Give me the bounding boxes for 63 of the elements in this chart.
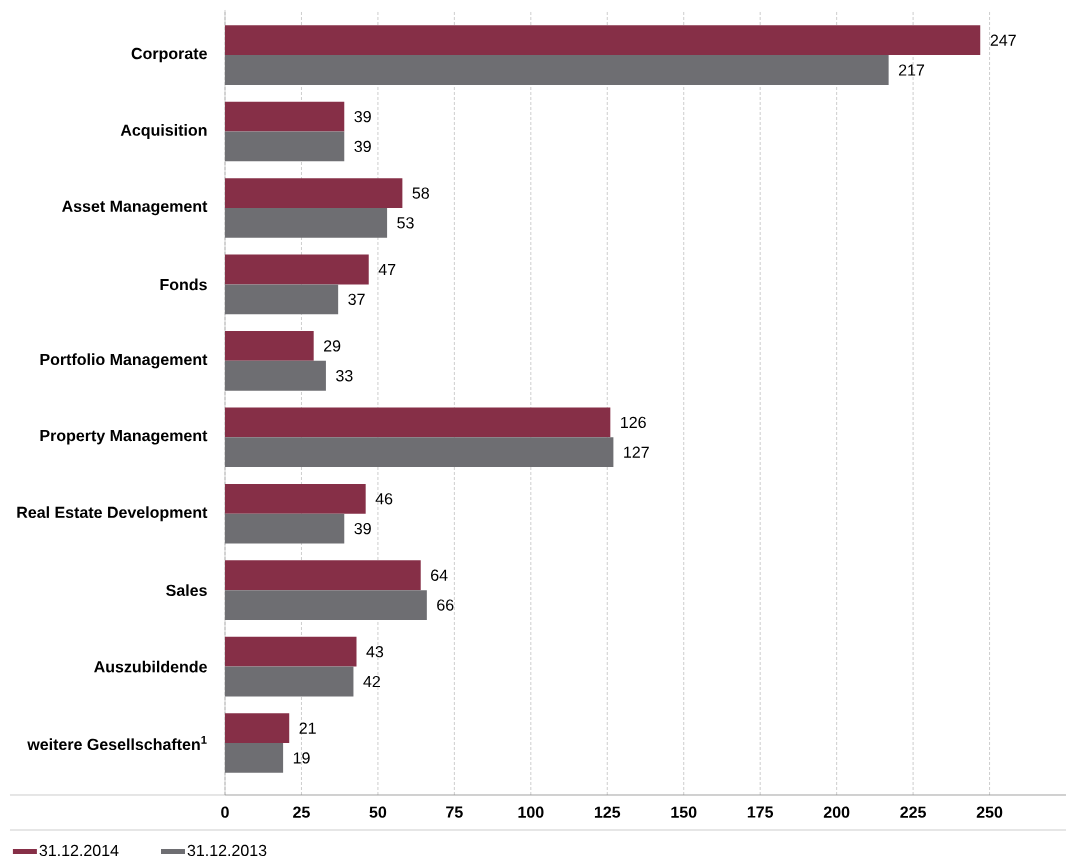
bar [225,207,388,238]
y-tick-label: Portfolio Management [40,353,208,369]
bar [225,483,366,514]
bar [225,360,326,391]
x-tick-label: 50 [369,806,387,818]
y-tick-label: Acquisition [120,124,207,139]
data-label: 39 [354,522,371,535]
data-label: 42 [363,675,380,688]
legend-label: 31.12.2014 [39,844,119,857]
x-tick-label: 100 [518,806,544,818]
bar [225,666,354,697]
data-label: 127 [624,446,649,458]
bar [225,101,345,132]
data-label: 66 [437,599,454,611]
data-label: 46 [375,493,393,505]
y-tick-label: Sales [166,584,207,597]
bar [225,636,357,667]
data-label: 58 [412,187,430,199]
bar [225,513,345,544]
data-label: 39 [354,110,371,123]
data-label: 217 [898,64,925,76]
y-tick-label: Property Management [40,430,208,445]
y-tick-label: Auszubildende [94,660,207,673]
data-label: 64 [431,569,448,581]
y-tick-label: Corporate [131,47,207,63]
legend-label: 31.12.2013 [187,844,267,857]
bar [225,254,369,285]
y-tick-label: Real Estate Development [17,506,208,522]
x-tick-label: 200 [823,806,850,818]
data-label: 37 [348,293,365,305]
data-label: 29 [324,340,341,352]
bar [225,713,290,744]
data-label: 19 [293,752,310,764]
data-label: 39 [354,140,371,153]
bar [225,407,611,438]
data-label: 43 [366,646,384,658]
x-tick-label: 250 [976,806,1003,818]
bar [225,131,345,162]
bar [225,560,421,591]
bar [225,25,981,56]
y-tick-label: Fonds [160,278,207,291]
bar [225,743,284,773]
bar [225,55,889,85]
bar [225,437,614,468]
data-label: 126 [621,416,646,429]
data-label: 21 [299,722,316,734]
bar [225,284,339,315]
data-label: 247 [990,34,1016,46]
x-tick-label: 175 [747,806,774,818]
y-tick-label: Asset Management [62,200,208,216]
data-label: 53 [397,217,414,229]
y-tick-label: weitere Gesellschaften$^{1}$ [27,735,207,751]
bar [225,590,427,620]
bar [225,331,314,361]
bar [225,178,403,208]
x-tick-label: 25 [293,806,310,818]
x-tick-label: 225 [900,806,926,818]
data-label: 33 [336,370,353,382]
data-label: 47 [378,264,396,276]
x-tick-label: 125 [594,806,621,818]
x-tick-label: 0 [221,806,229,818]
x-tick-label: 75 [446,806,463,818]
x-tick-label: 150 [671,806,697,818]
